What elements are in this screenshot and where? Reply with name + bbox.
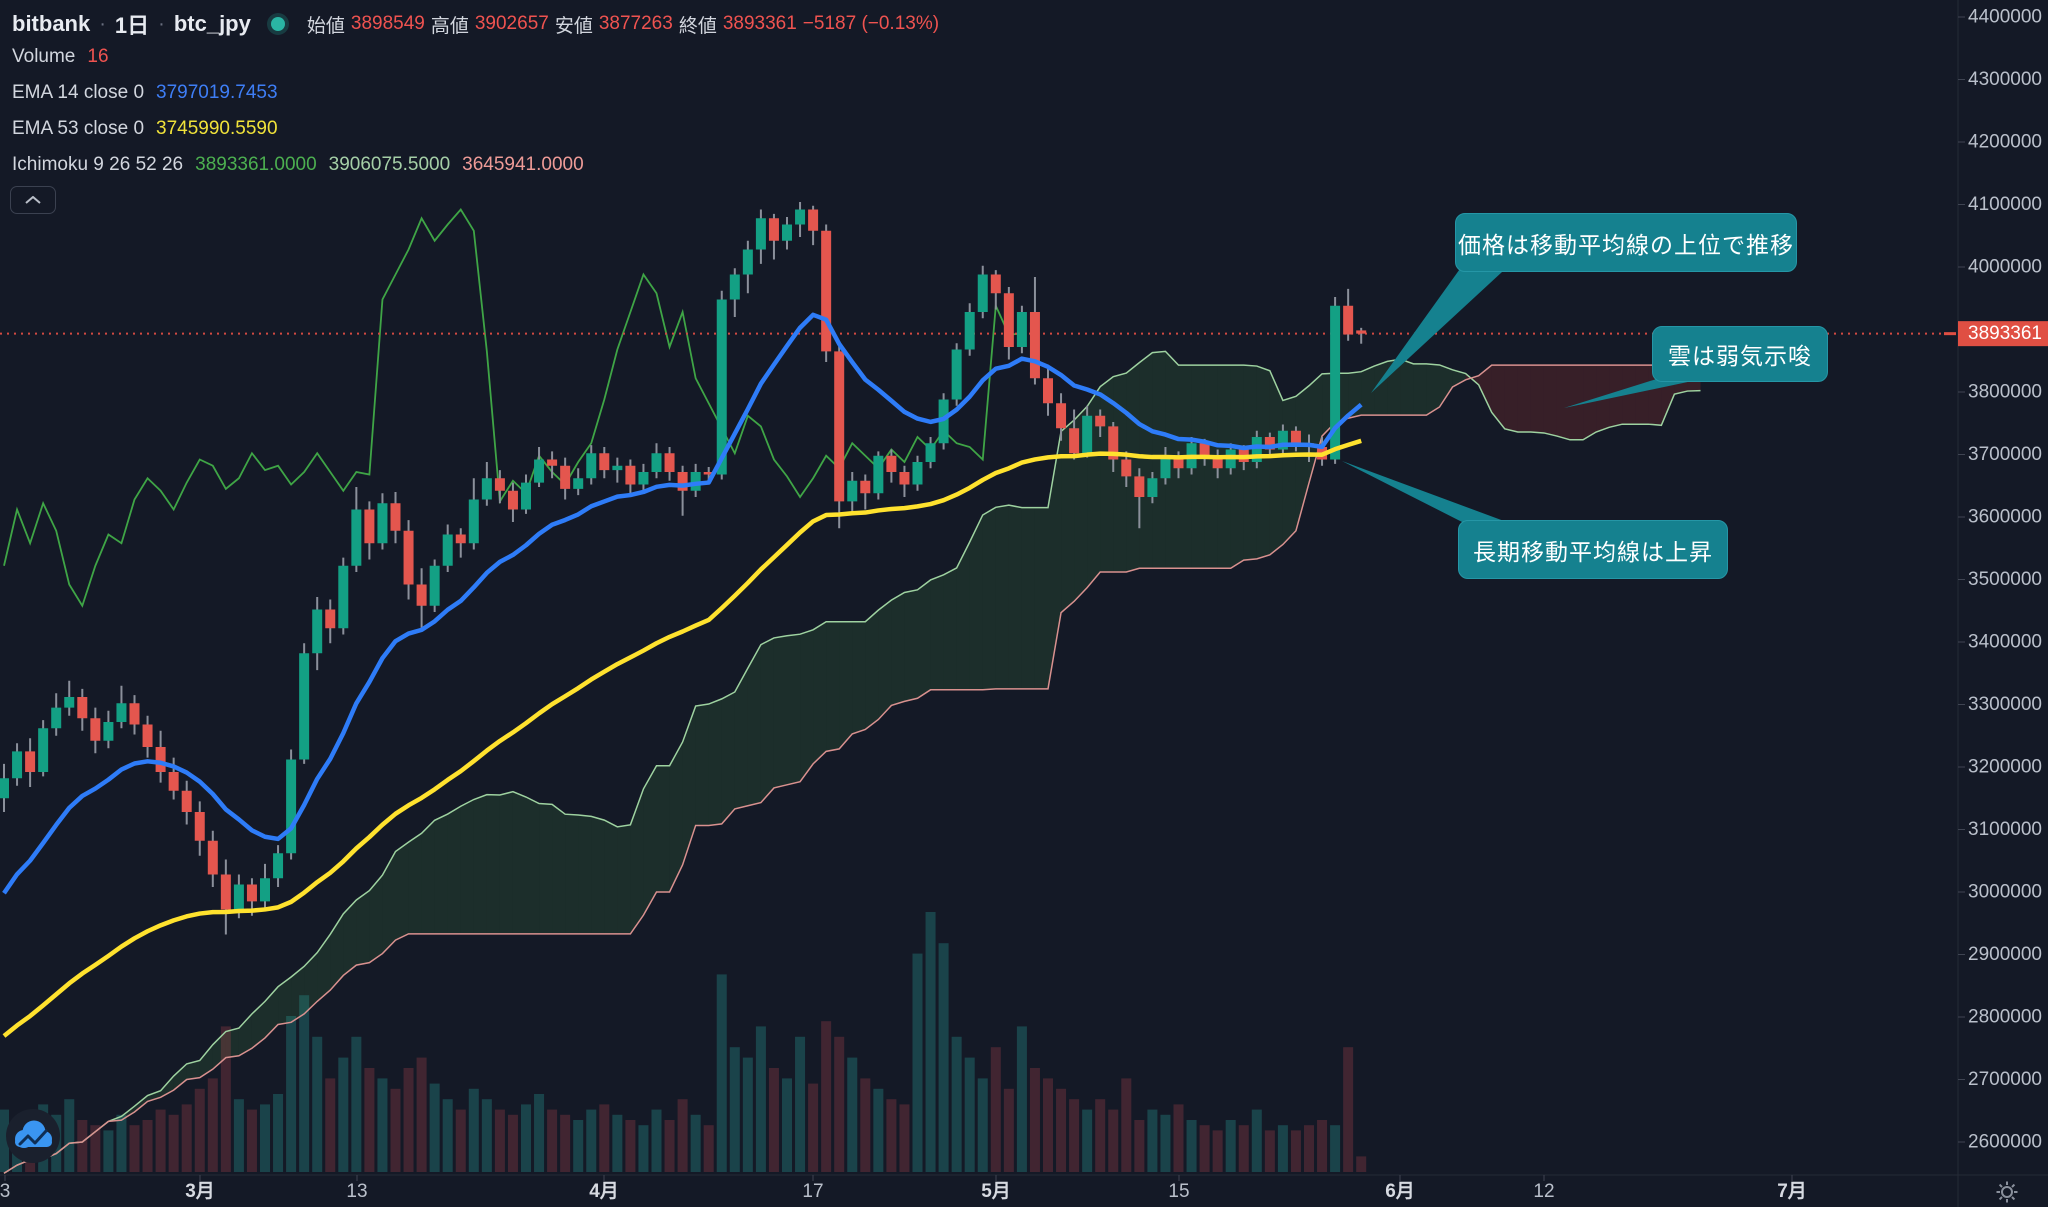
svg-text:3500000: 3500000 — [1968, 569, 2042, 590]
market-status-dot-icon[interactable] — [270, 17, 285, 31]
svg-text:17: 17 — [802, 1181, 823, 1202]
price-axis[interactable]: 4400000 4300000 4200000 4100000 4000000 38000… — [1958, 7, 2042, 1153]
svg-text:13: 13 — [346, 1181, 367, 1202]
ema53-label: EMA 53 close 0 — [12, 118, 145, 139]
annotation-tail — [1342, 461, 1504, 524]
low-value: 3877263 — [598, 13, 673, 34]
annotation-price-above-ma[interactable]: 価格は移動平均線の上位で推移 — [1455, 213, 1797, 272]
open-value: 3898549 — [350, 13, 425, 34]
legend-row-ema14[interactable]: EMA 14 close 0 3797019.7453 — [12, 82, 278, 104]
svg-text:5月: 5月 — [981, 1181, 1011, 1202]
ichimoku-lagging-span-line — [3, 207, 1022, 608]
ichimoku-value-2: 3906075.5000 — [328, 154, 451, 175]
annotation-tails — [1342, 266, 1702, 524]
legend-row-volume[interactable]: Volume 16 — [12, 46, 109, 68]
svg-text:3000000: 3000000 — [1968, 882, 2042, 903]
title-separator: · — [99, 12, 106, 35]
svg-text:4400000: 4400000 — [1968, 7, 2042, 28]
ichimoku-value-1: 3893361.0000 — [195, 154, 317, 175]
annotation-tail — [1371, 266, 1502, 393]
current-price-label: 3893361 — [1944, 321, 2048, 347]
ichimoku-span-a-line — [3, 350, 1701, 1174]
svg-text:2700000: 2700000 — [1968, 1069, 2042, 1090]
volume-value: 16 — [87, 46, 109, 67]
ema53-value: 3745990.5590 — [156, 118, 278, 139]
svg-text:4300000: 4300000 — [1968, 69, 2042, 90]
time-axis[interactable]: 3 3月 13 4月 17 5月 15 6月 12 7月 — [0, 1175, 1807, 1202]
volume-label: Volume — [12, 46, 76, 67]
svg-text:15: 15 — [1168, 1181, 1189, 1202]
high-label: 高値 — [430, 15, 469, 37]
svg-text:12: 12 — [1533, 1181, 1554, 1202]
bitbank-logo-icon[interactable] — [6, 1109, 60, 1163]
volume-bars — [0, 912, 1367, 1172]
ema14-label: EMA 14 close 0 — [12, 82, 145, 103]
svg-text:3700000: 3700000 — [1968, 444, 2042, 465]
title-separator2: · — [158, 12, 165, 35]
svg-text:3200000: 3200000 — [1968, 757, 2042, 778]
close-value: 3893361 — [722, 13, 797, 34]
annotation-longterm-ma-rising[interactable]: 長期移動平均線は上昇 — [1458, 520, 1728, 579]
ema53-line — [2, 438, 1362, 1038]
ichimoku-label: Ichimoku 9 26 52 26 — [12, 154, 184, 175]
annotation-tail — [1564, 376, 1702, 408]
ohlc-readout: 始値 3898549 高値 3902657 安値 3877263 終値 3893… — [307, 11, 939, 38]
svg-text:3月: 3月 — [185, 1181, 215, 1202]
candles — [0, 202, 1367, 935]
collapse-legend-button[interactable] — [10, 186, 56, 214]
svg-text:4100000: 4100000 — [1968, 194, 2042, 215]
open-label: 始値 — [306, 15, 345, 37]
svg-text:3300000: 3300000 — [1968, 694, 2042, 715]
exchange-name[interactable]: bitbank — [12, 11, 91, 36]
svg-text:2600000: 2600000 — [1968, 1132, 2042, 1153]
annotation-bearish-cloud[interactable]: 雲は弱気示唆 — [1652, 326, 1828, 382]
svg-text:3100000: 3100000 — [1968, 819, 2042, 840]
svg-text:3600000: 3600000 — [1968, 507, 2042, 528]
svg-text:3893361: 3893361 — [1968, 323, 2042, 344]
svg-text:2800000: 2800000 — [1968, 1007, 2042, 1028]
interval-label[interactable]: 1日 — [114, 13, 150, 38]
svg-text:6月: 6月 — [1385, 1181, 1415, 1202]
ichimoku-value-3: 3645941.0000 — [462, 154, 584, 175]
legend-row-ema53[interactable]: EMA 53 close 0 3745990.5590 — [12, 118, 278, 140]
change-value: −5187 (−0.13%) — [802, 13, 940, 34]
chevron-up-icon — [25, 195, 41, 204]
ema14-value: 3797019.7453 — [156, 82, 278, 103]
svg-text:7月: 7月 — [1777, 1181, 1807, 1202]
svg-text:4200000: 4200000 — [1968, 132, 2042, 153]
gear-icon[interactable] — [1996, 1181, 2018, 1203]
svg-text:3800000: 3800000 — [1968, 382, 2042, 403]
annotation-text: 長期移動平均線は上昇 — [1473, 538, 1713, 565]
close-label: 終値 — [678, 15, 717, 37]
svg-text:4000000: 4000000 — [1968, 257, 2042, 278]
symbol-name[interactable]: btc_jpy — [173, 11, 251, 36]
ema14-line — [2, 312, 1363, 895]
annotation-text: 価格は移動平均線の上位で推移 — [1458, 231, 1794, 258]
svg-text:2900000: 2900000 — [1968, 944, 2042, 965]
legend-row-ichimoku[interactable]: Ichimoku 9 26 52 26 3893361.0000 3906075… — [12, 154, 584, 176]
annotation-text: 雲は弱気示唆 — [1668, 343, 1812, 369]
svg-text:4月: 4月 — [589, 1181, 619, 1202]
high-value: 3902657 — [474, 13, 549, 34]
ichimoku-span-b-line — [3, 364, 1701, 1174]
symbol-header[interactable]: bitbank · 1日 · btc_jpy 始値 3898549 高値 390… — [12, 8, 939, 40]
svg-text:3400000: 3400000 — [1968, 632, 2042, 653]
svg-text:3: 3 — [0, 1181, 10, 1202]
low-label: 安値 — [554, 15, 593, 37]
